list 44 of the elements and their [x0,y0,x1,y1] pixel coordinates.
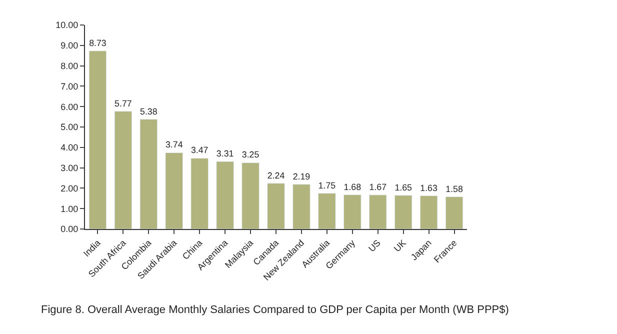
data-label: 1.68 [344,182,362,192]
data-label: 1.67 [369,182,387,192]
bar [140,119,158,229]
data-label: 2.24 [267,170,285,180]
y-tick-label: 9.00 [60,40,78,51]
bar [114,111,132,229]
data-label: 3.47 [190,145,208,156]
bar [216,161,234,229]
x-tick-label: UK [392,238,408,254]
bar [292,184,310,229]
bar [267,183,285,229]
bar [190,158,209,229]
caption: Figure 8. Overall Average Monthly Salaries Compared to GDP per Capita per Month (WB PPP$) [41,304,509,316]
data-label: 1.58 [446,184,463,194]
data-label: 5.77 [114,98,132,108]
bar [394,195,412,229]
y-tick-label: 10.00 [56,20,78,30]
y-tick-label: 4.00 [60,142,78,153]
bar [88,50,107,229]
bar [343,194,362,229]
y-tick-label: 1.00 [60,204,78,214]
data-label: 8.73 [89,38,106,48]
data-label: 1.63 [420,182,438,193]
data-label: 5.38 [140,106,158,116]
y-tick-label: 6.00 [60,102,78,112]
bar [368,194,387,229]
bar [445,196,464,229]
y-tick-label: 3.00 [60,162,78,173]
data-label: 1.75 [318,180,336,190]
bar [165,152,184,229]
data-label: 3.31 [216,148,234,159]
bar [318,193,336,229]
y-tick-label: 2.00 [60,183,78,194]
data-label: 3.25 [242,150,260,160]
y-tick-label: 7.00 [60,81,78,92]
bar [242,162,260,229]
data-label: 2.19 [292,171,310,182]
x-tick-label: US [366,238,382,254]
data-label: 3.74 [165,140,183,150]
y-tick-label: 0.00 [60,224,78,234]
y-tick-label: 8.00 [60,60,78,71]
data-label: 1.65 [394,182,412,192]
y-tick-label: 5.00 [60,122,78,132]
bar [420,196,438,229]
